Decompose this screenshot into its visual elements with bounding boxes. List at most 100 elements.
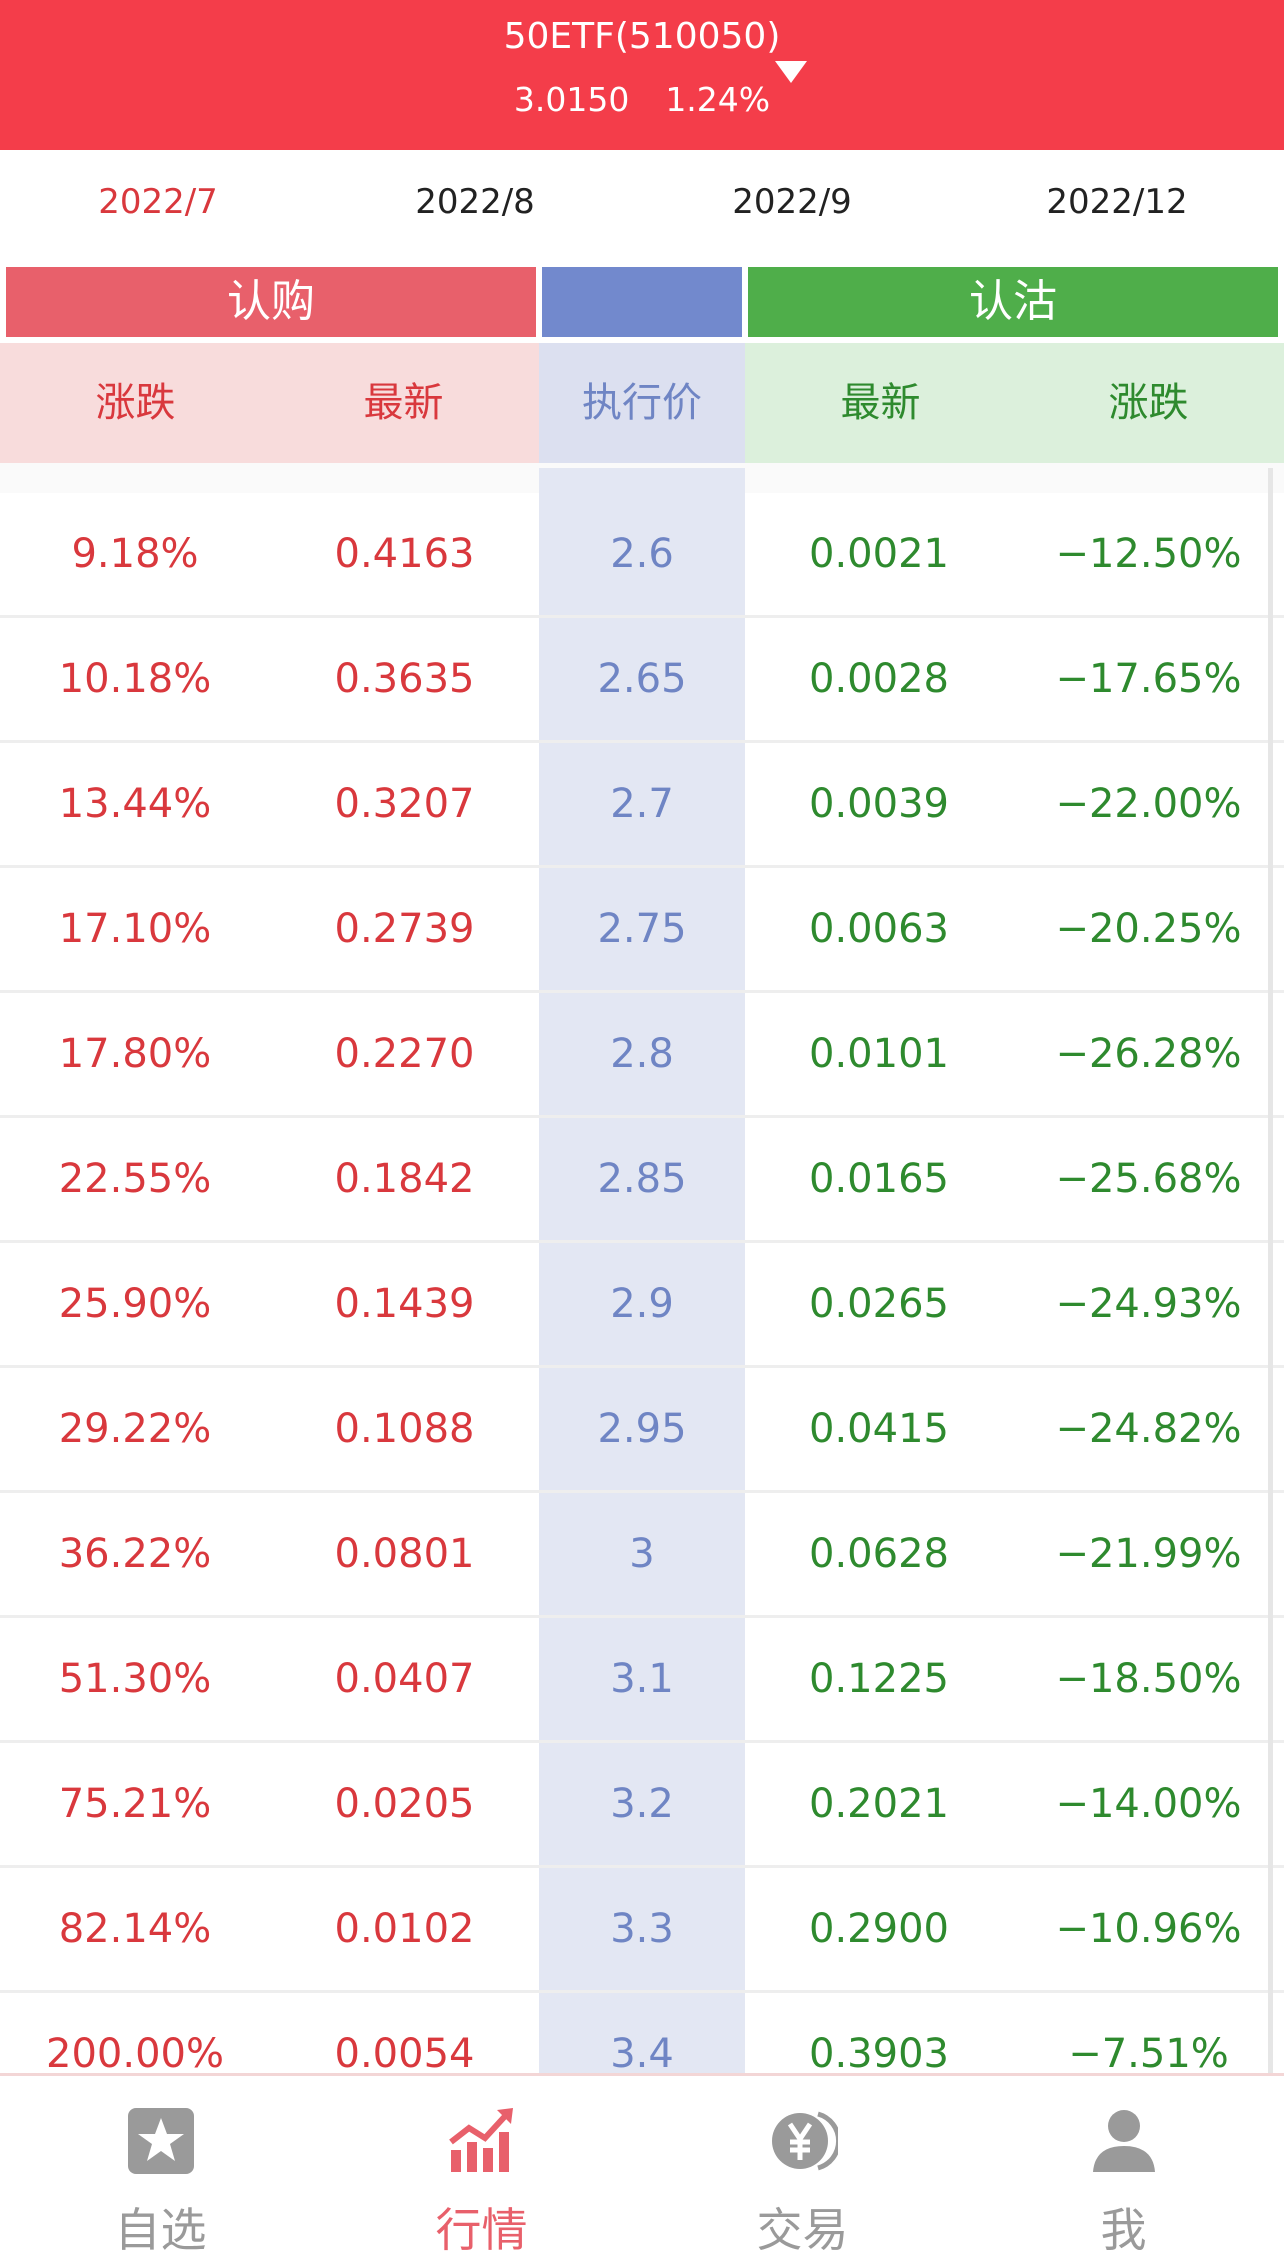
tab-label: 行情 xyxy=(435,2203,528,2257)
call-last-cell: 0.3207 xyxy=(334,781,475,827)
call-change-header: 涨跌 xyxy=(95,380,176,426)
call-last-cell: 0.2739 xyxy=(334,906,475,952)
put-last-cell: 0.1225 xyxy=(809,1656,949,1702)
strike-cell: 3.3 xyxy=(610,1906,674,1952)
call-last-cell: 0.3635 xyxy=(334,656,475,702)
strike-cell: 3 xyxy=(629,1531,655,1577)
call-change-cell: 10.18% xyxy=(58,656,212,702)
tab-month-2022-9[interactable]: 2022/9 xyxy=(732,182,852,222)
put-change-cell: −17.65% xyxy=(1055,656,1242,702)
table-row[interactable]: 82.14% 0.0102 3.3 0.2900 −10.96% xyxy=(0,1868,1284,1993)
tab-label: 自选 xyxy=(114,2203,207,2257)
call-last-cell: 0.0801 xyxy=(334,1531,475,1577)
call-change-cell: 75.21% xyxy=(58,1781,212,1827)
call-last-cell: 0.4163 xyxy=(334,531,475,577)
put-last-cell: 0.0628 xyxy=(809,1531,949,1577)
put-change-cell: −24.93% xyxy=(1055,1281,1242,1327)
put-change-cell: −18.50% xyxy=(1055,1656,1242,1702)
table-row[interactable]: 36.22% 0.0801 3 0.0628 −21.99% xyxy=(0,1493,1284,1618)
put-column-headers: 最新 涨跌 xyxy=(745,343,1284,463)
strike-cell: 2.9 xyxy=(610,1281,674,1327)
call-change-cell: 25.90% xyxy=(58,1281,212,1327)
call-change-cell: 200.00% xyxy=(46,2031,224,2077)
user-icon xyxy=(1093,2110,1155,2172)
tab-trade[interactable]: 交易 xyxy=(642,2076,963,2264)
yen-icon xyxy=(772,2111,838,2171)
strike-cell: 2.85 xyxy=(597,1156,687,1202)
call-last-header: 最新 xyxy=(363,380,444,426)
call-change-cell: 82.14% xyxy=(58,1906,212,1952)
tab-month-2022-8[interactable]: 2022/8 xyxy=(415,182,535,222)
call-last-cell: 0.0407 xyxy=(334,1656,475,1702)
call-last-cell: 0.0205 xyxy=(334,1781,475,1827)
underlying-change: 1.24% xyxy=(665,80,771,119)
option-chain-table: 9.18% 0.4163 2.6 0.0021 −12.50% 10.18% 0… xyxy=(0,493,1284,2118)
tab-label: 交易 xyxy=(756,2203,849,2257)
put-last-cell: 0.0039 xyxy=(809,781,949,827)
put-change-cell: −14.00% xyxy=(1055,1781,1242,1827)
put-change-cell: −22.00% xyxy=(1055,781,1242,827)
table-row[interactable]: 22.55% 0.1842 2.85 0.0165 −25.68% xyxy=(0,1118,1284,1243)
table-row[interactable]: 25.90% 0.1439 2.9 0.0265 −24.93% xyxy=(0,1243,1284,1368)
call-last-cell: 0.1439 xyxy=(334,1281,475,1327)
put-band-label: 认沽 xyxy=(748,267,1278,337)
call-last-cell: 0.2270 xyxy=(334,1031,475,1077)
call-last-cell: 0.0054 xyxy=(334,2031,475,2077)
strike-cell: 2.6 xyxy=(610,531,674,577)
call-change-cell: 17.80% xyxy=(58,1031,212,1077)
put-change-cell: −25.68% xyxy=(1055,1156,1242,1202)
underlying-title[interactable]: 50ETF(510050) xyxy=(503,16,781,57)
tab-month-2022-12[interactable]: 2022/12 xyxy=(1046,182,1188,222)
table-row[interactable]: 17.10% 0.2739 2.75 0.0063 −20.25% xyxy=(0,868,1284,993)
put-change-cell: −10.96% xyxy=(1055,1906,1242,1952)
put-change-cell: −26.28% xyxy=(1055,1031,1242,1077)
table-row[interactable]: 75.21% 0.0205 3.2 0.2021 −14.00% xyxy=(0,1743,1284,1868)
put-last-cell: 0.0415 xyxy=(809,1406,949,1452)
table-row[interactable]: 17.80% 0.2270 2.8 0.0101 −26.28% xyxy=(0,993,1284,1118)
tab-month-2022-7[interactable]: 2022/7 xyxy=(98,182,218,222)
put-last-cell: 0.3903 xyxy=(809,2031,949,2077)
put-change-header: 涨跌 xyxy=(1108,380,1189,426)
strike-cell: 2.7 xyxy=(610,781,674,827)
table-row[interactable]: 51.30% 0.0407 3.1 0.1225 −18.50% xyxy=(0,1618,1284,1743)
chart-up-icon xyxy=(449,2108,513,2172)
strike-cell: 3.2 xyxy=(610,1781,674,1827)
call-change-cell: 17.10% xyxy=(58,906,212,952)
call-change-cell: 29.22% xyxy=(58,1406,212,1452)
table-scrollbar[interactable] xyxy=(1268,468,1273,2073)
put-last-cell: 0.0028 xyxy=(809,656,949,702)
table-row[interactable]: 29.22% 0.1088 2.95 0.0415 −24.82% xyxy=(0,1368,1284,1493)
put-last-cell: 0.0165 xyxy=(809,1156,949,1202)
tab-me[interactable]: 我 xyxy=(963,2076,1284,2264)
call-last-cell: 0.0102 xyxy=(334,1906,475,1952)
tab-market[interactable]: 行情 xyxy=(321,2076,642,2264)
strike-cell: 2.75 xyxy=(597,906,687,952)
strike-cell: 2.65 xyxy=(597,656,687,702)
strike-header: 执行价 xyxy=(539,343,745,463)
chevron-down-icon[interactable] xyxy=(775,61,807,83)
tab-watchlist[interactable]: 自选 xyxy=(0,2076,321,2264)
call-change-cell: 9.18% xyxy=(71,531,199,577)
table-row[interactable]: 10.18% 0.3635 2.65 0.0028 −17.65% xyxy=(0,618,1284,743)
bottom-tab-bar: 自选 行情 交易 我 xyxy=(0,2073,1284,2264)
table-row[interactable]: 13.44% 0.3207 2.7 0.0039 −22.00% xyxy=(0,743,1284,868)
put-last-cell: 0.0265 xyxy=(809,1281,949,1327)
expiry-month-tabs: 2022/7 2022/8 2022/9 2022/12 xyxy=(0,150,1284,265)
put-last-cell: 0.2900 xyxy=(809,1906,949,1952)
table-row[interactable]: 9.18% 0.4163 2.6 0.0021 −12.50% xyxy=(0,493,1284,618)
underlying-price: 3.0150 xyxy=(513,80,630,119)
strike-cell: 2.8 xyxy=(610,1031,674,1077)
strike-column-background xyxy=(539,468,745,2073)
put-change-cell: −7.51% xyxy=(1068,2031,1229,2077)
put-change-cell: −24.82% xyxy=(1055,1406,1242,1452)
call-column-headers: 涨跌 最新 xyxy=(0,343,539,463)
strike-cell: 3.4 xyxy=(610,2031,674,2077)
put-last-cell: 0.0101 xyxy=(809,1031,949,1077)
put-change-cell: −20.25% xyxy=(1055,906,1242,952)
strike-cell: 3.1 xyxy=(610,1656,674,1702)
call-last-cell: 0.1088 xyxy=(334,1406,475,1452)
put-last-cell: 0.0063 xyxy=(809,906,949,952)
put-last-header: 最新 xyxy=(840,380,921,426)
tab-label: 我 xyxy=(1100,2203,1147,2257)
call-change-cell: 22.55% xyxy=(58,1156,212,1202)
